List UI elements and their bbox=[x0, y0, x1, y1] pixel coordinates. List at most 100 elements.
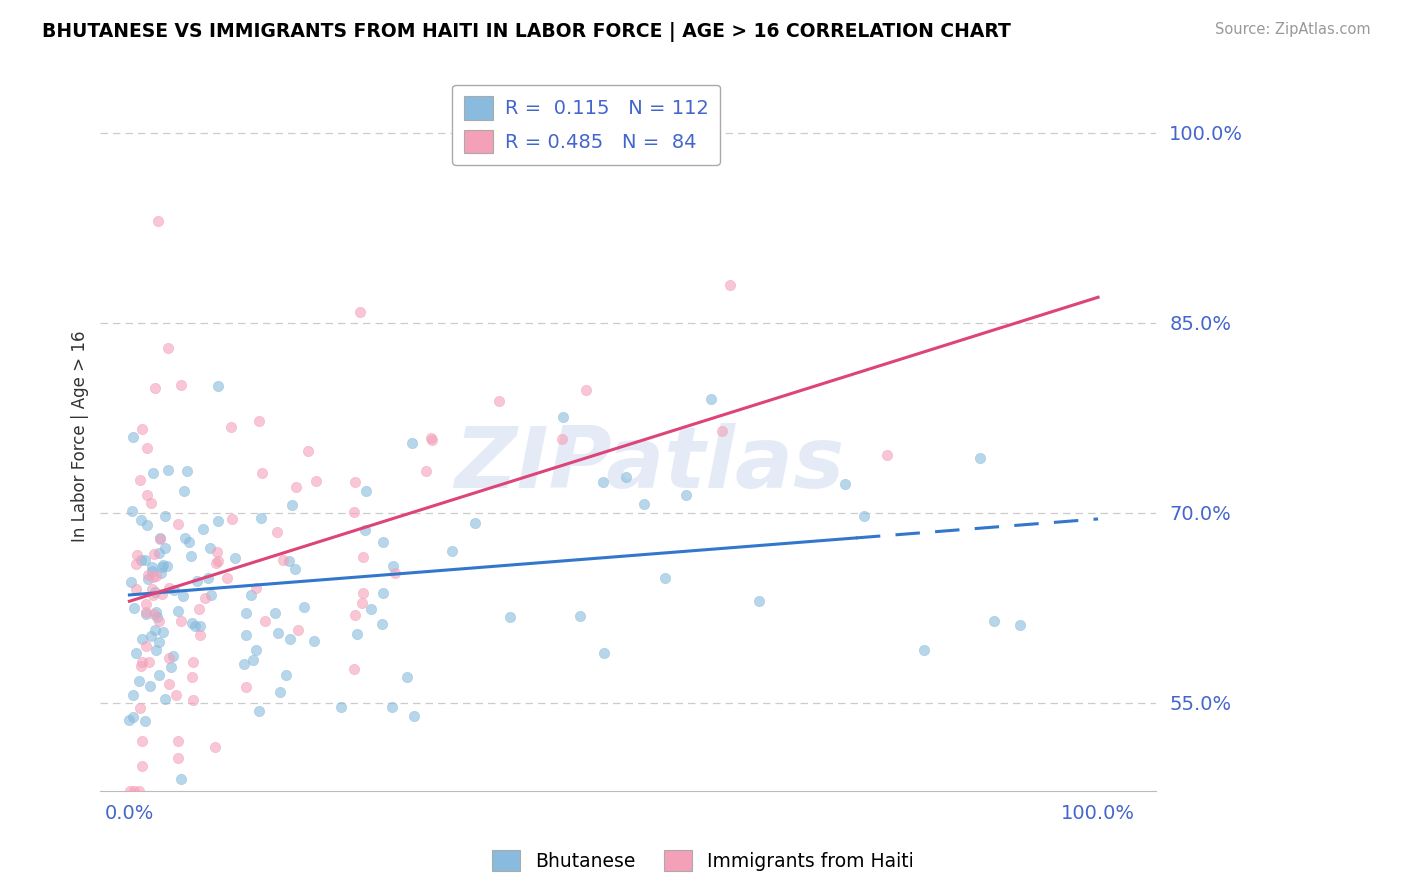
Point bbox=[131, 759, 153, 773]
Point bbox=[142, 467, 165, 481]
Point bbox=[131, 655, 153, 669]
Point bbox=[156, 558, 179, 573]
Point bbox=[215, 571, 238, 585]
Point bbox=[278, 554, 301, 568]
Point bbox=[143, 623, 166, 637]
Point bbox=[174, 531, 197, 545]
Point bbox=[853, 509, 876, 524]
Point bbox=[131, 632, 153, 646]
Point bbox=[124, 557, 146, 571]
Point bbox=[183, 693, 205, 707]
Point bbox=[302, 633, 325, 648]
Text: BHUTANESE VS IMMIGRANTS FROM HAITI IN LABOR FORCE | AGE > 16 CORRELATION CHART: BHUTANESE VS IMMIGRANTS FROM HAITI IN LA… bbox=[42, 22, 1011, 42]
Point bbox=[148, 667, 170, 681]
Point bbox=[145, 605, 167, 619]
Point bbox=[136, 567, 159, 582]
Point bbox=[122, 688, 145, 702]
Point bbox=[134, 714, 156, 729]
Point bbox=[181, 655, 204, 669]
Point bbox=[163, 582, 186, 597]
Point bbox=[176, 464, 198, 478]
Point bbox=[395, 671, 418, 685]
Point bbox=[142, 570, 165, 584]
Point bbox=[198, 541, 221, 555]
Point bbox=[145, 643, 167, 657]
Point bbox=[170, 614, 193, 628]
Point bbox=[200, 588, 222, 602]
Point bbox=[381, 700, 404, 714]
Point bbox=[263, 607, 285, 621]
Point bbox=[420, 433, 443, 447]
Point bbox=[188, 601, 211, 615]
Point bbox=[120, 575, 142, 590]
Point bbox=[593, 646, 616, 660]
Point bbox=[343, 475, 366, 490]
Point bbox=[173, 484, 195, 499]
Point bbox=[266, 524, 288, 539]
Point bbox=[134, 553, 156, 567]
Point bbox=[139, 496, 162, 510]
Point bbox=[129, 473, 152, 487]
Point bbox=[284, 561, 307, 575]
Point bbox=[207, 514, 229, 528]
Point bbox=[131, 422, 153, 436]
Point bbox=[239, 588, 262, 602]
Point bbox=[135, 640, 157, 654]
Point bbox=[141, 560, 163, 574]
Point bbox=[346, 627, 368, 641]
Point bbox=[188, 618, 211, 632]
Point bbox=[129, 659, 152, 673]
Point bbox=[156, 463, 179, 477]
Point bbox=[205, 556, 228, 570]
Point bbox=[245, 643, 267, 657]
Point bbox=[125, 582, 148, 596]
Point bbox=[373, 534, 395, 549]
Point bbox=[269, 684, 291, 698]
Point bbox=[179, 534, 201, 549]
Point bbox=[145, 585, 167, 599]
Point bbox=[267, 626, 290, 640]
Point bbox=[141, 582, 163, 596]
Point bbox=[150, 560, 173, 574]
Point bbox=[149, 566, 172, 580]
Point bbox=[381, 559, 404, 574]
Point bbox=[155, 509, 177, 524]
Point bbox=[242, 653, 264, 667]
Point bbox=[235, 680, 257, 694]
Point bbox=[344, 608, 367, 623]
Point bbox=[404, 708, 426, 723]
Point bbox=[122, 430, 145, 444]
Point bbox=[233, 657, 256, 672]
Point bbox=[129, 553, 152, 567]
Point bbox=[551, 410, 574, 425]
Point bbox=[354, 523, 377, 537]
Point bbox=[135, 597, 157, 611]
Point bbox=[156, 341, 179, 355]
Point bbox=[162, 649, 184, 664]
Point bbox=[834, 476, 856, 491]
Point bbox=[159, 660, 181, 674]
Point bbox=[356, 484, 378, 499]
Point bbox=[1010, 618, 1032, 632]
Point bbox=[204, 740, 226, 755]
Point bbox=[141, 629, 163, 643]
Point bbox=[167, 751, 190, 765]
Point bbox=[245, 582, 267, 596]
Point bbox=[253, 614, 276, 628]
Point bbox=[135, 605, 157, 619]
Point bbox=[118, 713, 141, 727]
Point bbox=[121, 504, 143, 518]
Point bbox=[166, 733, 188, 747]
Point bbox=[373, 586, 395, 600]
Point bbox=[654, 571, 676, 585]
Point bbox=[352, 550, 374, 565]
Point bbox=[136, 572, 159, 586]
Point bbox=[464, 516, 486, 531]
Point bbox=[205, 545, 228, 559]
Point bbox=[343, 662, 366, 676]
Point bbox=[170, 377, 193, 392]
Point bbox=[401, 436, 423, 450]
Point bbox=[352, 586, 374, 600]
Point bbox=[718, 277, 741, 292]
Point bbox=[191, 522, 214, 536]
